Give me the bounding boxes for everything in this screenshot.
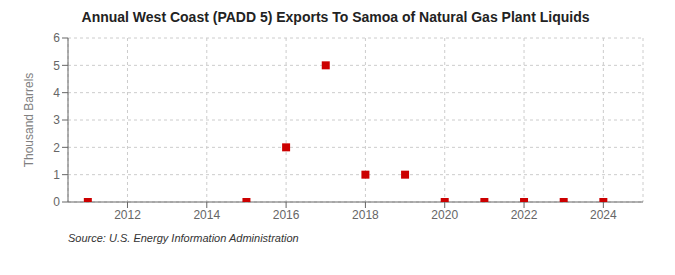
svg-text:4: 4 <box>53 86 60 100</box>
svg-text:2024: 2024 <box>590 208 617 222</box>
svg-text:2022: 2022 <box>511 208 538 222</box>
svg-text:2020: 2020 <box>431 208 458 222</box>
svg-text:2: 2 <box>53 141 60 155</box>
svg-text:2018: 2018 <box>352 208 379 222</box>
svg-text:3: 3 <box>53 113 60 127</box>
svg-text:0: 0 <box>53 195 60 209</box>
svg-text:2016: 2016 <box>273 208 300 222</box>
html-text:Annual West Coast (PADD 5) Exp: Annual West Coast (PADD 5) Exports To Sa… <box>81 9 590 25</box>
svg-text:1: 1 <box>53 168 60 182</box>
html-text:Source: U.S. Energy Informatio: Source: U.S. Energy Information Administ… <box>68 232 299 244</box>
svg-text:2012: 2012 <box>114 208 141 222</box>
svg-text:5: 5 <box>53 59 60 73</box>
svg-text:6: 6 <box>53 31 60 45</box>
svg-text:2014: 2014 <box>193 208 220 222</box>
svg-text:Thousand Barrels: Thousand Barrels <box>22 73 36 168</box>
